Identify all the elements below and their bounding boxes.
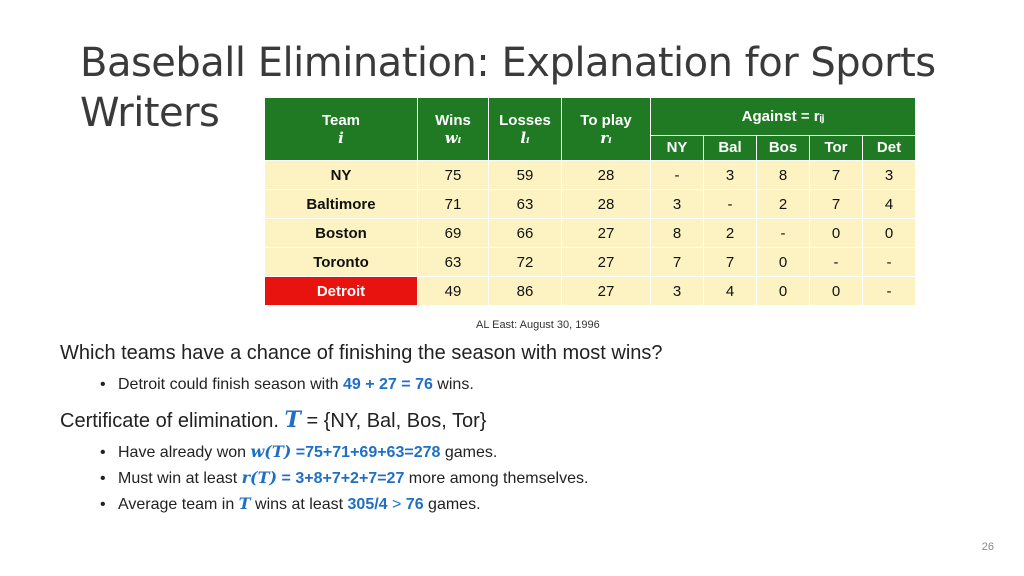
header-to-play: To play rᵢ — [561, 97, 651, 161]
against-cell: 7 — [809, 189, 863, 219]
against-cell: 7 — [809, 160, 863, 190]
header-against: Against = rᵢⱼ — [650, 97, 916, 136]
slide-title: Baseball Elimination: Explanation for Sp… — [80, 40, 936, 136]
against-cell: 0 — [756, 247, 810, 277]
against-cell: 3 — [650, 189, 704, 219]
bullet-dot: • — [100, 470, 106, 487]
team-name-highlighted: Detroit — [264, 276, 418, 306]
losses-cell: 72 — [488, 247, 562, 277]
header-against-det: Det — [862, 134, 916, 162]
against-cell: - — [862, 247, 916, 277]
against-cell: 7 — [650, 247, 704, 277]
against-cell: 8 — [650, 218, 704, 248]
wins-cell: 69 — [417, 218, 489, 248]
losses-cell: 66 — [488, 218, 562, 248]
to-play-cell: 28 — [561, 160, 651, 190]
team-name: NY — [264, 160, 418, 190]
header-against-bal: Bal — [703, 134, 757, 162]
bullet-dot: • — [100, 496, 106, 513]
wins-cell: 71 — [417, 189, 489, 219]
header-against-tor: Tor — [809, 134, 863, 162]
against-cell: - — [862, 276, 916, 306]
header-team: Team i — [264, 97, 418, 161]
against-cell: 2 — [703, 218, 757, 248]
header-against-bos: Bos — [756, 134, 810, 162]
against-cell: 7 — [703, 247, 757, 277]
against-cell: - — [809, 247, 863, 277]
against-cell: 4 — [703, 276, 757, 306]
wins-cell: 63 — [417, 247, 489, 277]
header-against-ny: NY — [650, 134, 704, 162]
against-cell: - — [756, 218, 810, 248]
table-row-toronto: Toronto 63 72 27 7 7 0 - - — [264, 247, 916, 277]
against-cell: 0 — [862, 218, 916, 248]
against-cell: 0 — [809, 276, 863, 306]
bullet-average-team: • Average team in T wins at least 305/4 >… — [100, 494, 481, 513]
against-cell: 3 — [703, 160, 757, 190]
team-name: Boston — [264, 218, 418, 248]
to-play-cell: 28 — [561, 189, 651, 219]
bullet-detroit: • Detroit could finish season with 49 + 2… — [100, 376, 474, 393]
against-cell: 2 — [756, 189, 810, 219]
question-text: Which teams have a chance of finishing t… — [60, 342, 663, 364]
against-cell: 3 — [650, 276, 704, 306]
wins-cell: 75 — [417, 160, 489, 190]
against-cell: 8 — [756, 160, 810, 190]
bullet-must-win: • Must win at least r(T) = 3+8+7+2+7=27 m… — [100, 468, 589, 487]
certificate-line: Certificate of elimination. T = {NY, Bal… — [60, 407, 487, 433]
to-play-cell: 27 — [561, 276, 651, 306]
table-row-baltimore: Baltimore 71 63 28 3 - 2 7 4 — [264, 189, 916, 219]
team-name: Baltimore — [264, 189, 418, 219]
header-losses: Losses lᵢ — [488, 97, 562, 161]
table-caption: AL East: August 30, 1996 — [476, 319, 600, 331]
losses-cell: 63 — [488, 189, 562, 219]
against-cell: 3 — [862, 160, 916, 190]
against-cell: 0 — [809, 218, 863, 248]
page-number: 26 — [981, 541, 994, 553]
against-cell: - — [650, 160, 704, 190]
team-name: Toronto — [264, 247, 418, 277]
bullet-dot: • — [100, 376, 106, 393]
against-cell: 0 — [756, 276, 810, 306]
against-cell: 4 — [862, 189, 916, 219]
standings-table: Team i Wins wᵢ Losses lᵢ To play rᵢ Against … — [264, 97, 916, 306]
table-row-ny: NY 75 59 28 - 3 8 7 3 — [264, 160, 916, 190]
losses-cell: 86 — [488, 276, 562, 306]
to-play-cell: 27 — [561, 218, 651, 248]
wins-cell: 49 — [417, 276, 489, 306]
losses-cell: 59 — [488, 160, 562, 190]
table-row-detroit: Detroit 49 86 27 3 4 0 0 - — [264, 276, 916, 306]
bullet-dot: • — [100, 444, 106, 461]
bullet-already-won: • Have already won w(T) =75+71+69+63=278 … — [100, 442, 498, 461]
against-cell: - — [703, 189, 757, 219]
header-wins: Wins wᵢ — [417, 97, 489, 161]
to-play-cell: 27 — [561, 247, 651, 277]
table-row-boston: Boston 69 66 27 8 2 - 0 0 — [264, 218, 916, 248]
